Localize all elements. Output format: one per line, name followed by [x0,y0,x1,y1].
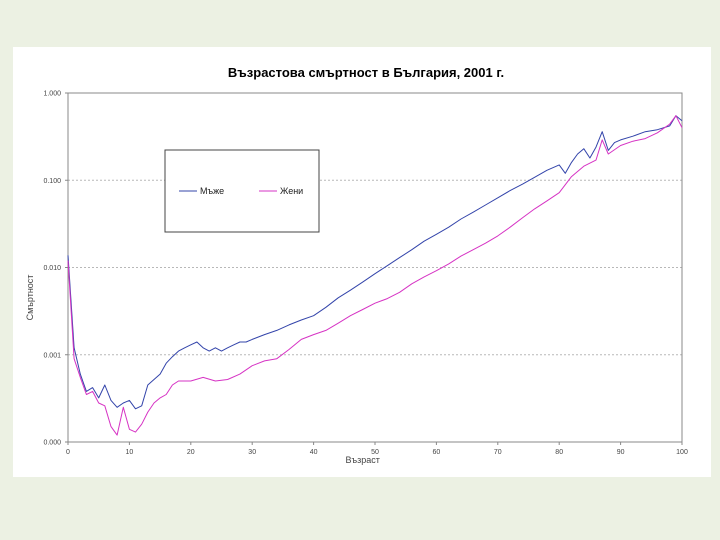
series-line-2 [67,115,683,436]
grid-layer [68,92,682,356]
x-tick-label: 20 [187,449,195,456]
x-tick-label: 40 [310,449,318,456]
y-axis-label: Смъртност [25,275,35,321]
y-tick-label: 0.100 [43,178,61,185]
x-tick-label: 30 [248,449,256,456]
x-tick-label: 90 [617,449,625,456]
y-tick-label: 0.001 [43,352,61,359]
y-tick-label: 0.010 [43,265,61,272]
chart-title: Възрастова смъртност в България, 2001 г. [228,65,504,80]
y-tick-label: 1.000 [43,91,61,98]
legend-label: Мъже [200,186,224,196]
chart-panel: Възрастова смъртност в България, 2001 г.… [13,47,711,477]
legend-label: Жени [280,186,303,196]
series-layer [67,115,683,436]
x-tick-label: 0 [66,449,70,456]
series-line-1 [67,115,683,410]
x-tick-label: 100 [676,449,688,456]
y-tick-label: 0.000 [43,440,61,447]
x-tick-label: 50 [371,449,379,456]
chart-svg: Възрастова смъртност в България, 2001 г.… [25,65,688,465]
x-tick-label: 80 [555,449,563,456]
x-tick-label: 70 [494,449,502,456]
x-tick-label: 60 [433,449,441,456]
y-axis-ticks: 0.000 0.001 0.010 0.100 1.000 [43,91,68,447]
x-axis-ticks: 0 10 20 30 40 50 60 70 80 90 100 [66,442,688,456]
legend: Мъже Жени [164,149,320,233]
x-axis-label: Възраст [346,455,380,465]
x-tick-label: 10 [126,449,134,456]
